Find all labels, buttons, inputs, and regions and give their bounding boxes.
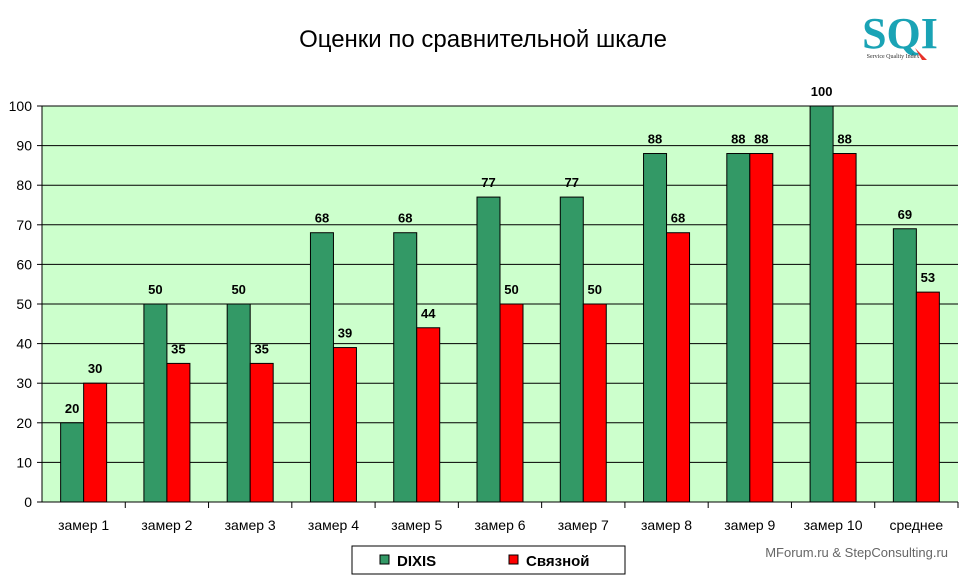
data-label-dixis: 69 (898, 207, 912, 222)
y-tick-label: 10 (16, 454, 32, 470)
data-label-dixis: 88 (731, 132, 745, 147)
logo-check-icon (915, 48, 927, 60)
bar-svyaznoy (83, 382, 108, 503)
data-label-dixis: 77 (481, 175, 495, 190)
data-label-svyaznoy: 30 (88, 361, 102, 376)
bar-dixis (393, 232, 418, 503)
data-label-dixis: 68 (398, 211, 412, 226)
x-tick-label: замер 8 (641, 517, 692, 533)
data-label-dixis: 20 (65, 401, 79, 416)
sqi-logo: SQI Service Quality Index (862, 9, 938, 60)
bar-svyaznoy (915, 291, 940, 503)
data-labels: 20 30 50 35 50 35 68 39 68 44 77 50 77 50 88 68 88 88 100 8… (65, 84, 935, 416)
bar-svyaznoy (582, 303, 607, 503)
bar-dixis (892, 228, 917, 503)
data-label-svyaznoy: 39 (338, 326, 352, 341)
x-tick-label: замер 10 (804, 517, 863, 533)
x-tick-label: среднее (889, 517, 943, 533)
data-label-dixis: 50 (231, 282, 245, 297)
bar-dixis (726, 153, 751, 503)
bar-dixis (559, 196, 584, 503)
legend-box (351, 545, 626, 575)
y-tick-label: 90 (16, 138, 32, 154)
logo-text: SQI (862, 9, 938, 58)
data-label-dixis: 100 (811, 84, 833, 99)
data-label-svyaznoy: 35 (171, 341, 185, 356)
y-tick-label: 50 (16, 296, 32, 312)
bar-svyaznoy (832, 153, 857, 503)
y-tick-label: 100 (9, 98, 33, 114)
bar-svyaznoy (249, 362, 274, 503)
x-tick-label: замер 1 (58, 517, 109, 533)
bar-dixis (643, 153, 668, 503)
bar-svyaznoy (332, 347, 357, 503)
data-label-svyaznoy: 68 (671, 211, 685, 226)
x-tick-label: замер 3 (225, 517, 276, 533)
axes (37, 105, 959, 508)
x-tick-labels: замер 1 замер 2 замер 3 замер 4 замер 5 замер… (58, 517, 943, 533)
credit-text: MForum.ru & StepConsulting.ru (765, 545, 948, 560)
x-tick-label: замер 5 (391, 517, 442, 533)
logo-subtitle: Service Quality Index (867, 54, 920, 60)
data-label-svyaznoy: 88 (754, 132, 768, 147)
bar-dixis (309, 232, 334, 503)
data-label-svyaznoy: 35 (254, 341, 268, 356)
data-label-svyaznoy: 50 (588, 282, 602, 297)
x-tick-label: замер 7 (558, 517, 609, 533)
y-tick-label: 0 (24, 494, 32, 510)
chart-title: Оценки по сравнительной шкале (299, 26, 667, 53)
data-label-svyaznoy: 53 (921, 270, 935, 285)
legend-swatch-dixis (379, 554, 390, 565)
legend-label-dixis: DIXIS (397, 553, 436, 570)
bar-svyaznoy (166, 362, 191, 503)
data-label-svyaznoy: 88 (837, 132, 851, 147)
bar-svyaznoy (499, 303, 524, 503)
bar-svyaznoy (749, 153, 774, 503)
legend-label-svyaznoy: Связной (526, 553, 590, 570)
bar-dixis (809, 105, 834, 503)
y-tick-label: 30 (16, 375, 32, 391)
y-tick-label: 60 (16, 256, 32, 272)
y-tick-label: 20 (16, 415, 32, 431)
x-tick-label: замер 6 (474, 517, 525, 533)
data-label-dixis: 77 (565, 175, 579, 190)
x-tick-label: замер 4 (308, 517, 359, 533)
y-tick-labels: 0 10 20 30 40 50 60 70 80 90 100 (9, 98, 33, 510)
bar-svyaznoy (666, 232, 691, 503)
bar-dixis (476, 196, 501, 503)
data-label-dixis: 50 (148, 282, 162, 297)
bar-dixis (226, 303, 251, 503)
y-tick-label: 80 (16, 177, 32, 193)
legend: DIXIS Связной (351, 545, 626, 575)
y-tick-label: 40 (16, 336, 32, 352)
data-label-dixis: 68 (315, 211, 329, 226)
y-tick-label: 70 (16, 217, 32, 233)
legend-swatch-svyaznoy (508, 554, 519, 565)
data-label-svyaznoy: 50 (504, 282, 518, 297)
x-tick-label: замер 2 (141, 517, 192, 533)
bar-dixis (143, 303, 168, 503)
bar-dixis (60, 422, 85, 503)
data-label-svyaznoy: 44 (421, 306, 436, 321)
bar-svyaznoy (416, 327, 441, 503)
data-label-dixis: 88 (648, 132, 662, 147)
x-tick-label: замер 9 (724, 517, 775, 533)
